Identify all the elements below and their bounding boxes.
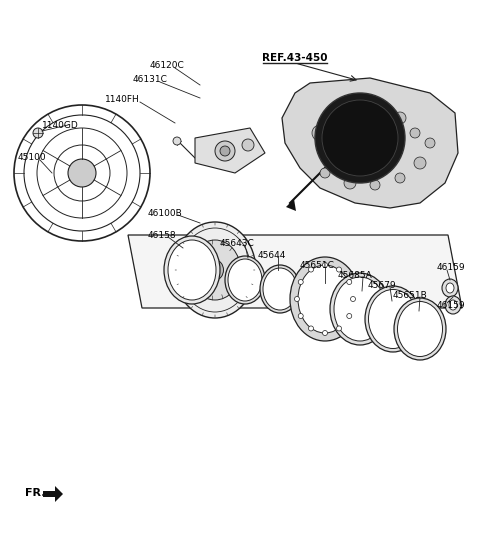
Text: 46159: 46159	[437, 263, 466, 273]
Ellipse shape	[369, 290, 418, 348]
Polygon shape	[128, 235, 462, 308]
Ellipse shape	[330, 273, 390, 345]
Ellipse shape	[298, 265, 352, 333]
Text: FR.: FR.	[25, 488, 46, 498]
Ellipse shape	[290, 257, 360, 341]
Text: 1140GD: 1140GD	[42, 121, 79, 129]
Circle shape	[425, 138, 435, 148]
Text: 45679: 45679	[368, 280, 396, 290]
Circle shape	[414, 157, 426, 169]
Ellipse shape	[446, 283, 454, 293]
Ellipse shape	[225, 256, 265, 304]
Circle shape	[395, 173, 405, 183]
Text: 46159: 46159	[437, 300, 466, 310]
Circle shape	[322, 100, 398, 176]
Ellipse shape	[442, 279, 458, 297]
Ellipse shape	[445, 296, 461, 314]
Text: 45643C: 45643C	[220, 238, 255, 248]
Circle shape	[315, 93, 405, 183]
Polygon shape	[282, 78, 458, 208]
Ellipse shape	[174, 222, 256, 318]
Circle shape	[33, 128, 43, 138]
Circle shape	[323, 263, 327, 268]
Text: 46120C: 46120C	[150, 61, 185, 70]
Circle shape	[350, 296, 356, 301]
Ellipse shape	[397, 301, 443, 357]
Ellipse shape	[190, 240, 240, 300]
Circle shape	[333, 106, 347, 120]
Polygon shape	[286, 199, 296, 211]
Text: 45100: 45100	[18, 154, 47, 163]
Polygon shape	[195, 128, 265, 173]
Ellipse shape	[449, 300, 457, 310]
Circle shape	[336, 267, 341, 272]
Polygon shape	[43, 486, 63, 502]
Circle shape	[298, 314, 303, 319]
Circle shape	[320, 168, 330, 178]
Circle shape	[309, 267, 313, 272]
Text: 45685A: 45685A	[338, 270, 373, 279]
Circle shape	[215, 141, 235, 161]
Text: 45644: 45644	[258, 251, 287, 259]
Circle shape	[312, 125, 328, 141]
Circle shape	[347, 279, 352, 284]
Circle shape	[373, 131, 387, 145]
Circle shape	[354, 117, 366, 129]
Circle shape	[370, 180, 380, 190]
Text: 45651C: 45651C	[300, 260, 335, 269]
Circle shape	[394, 112, 406, 124]
Ellipse shape	[260, 265, 300, 313]
Text: 45651B: 45651B	[393, 290, 428, 300]
Ellipse shape	[394, 298, 446, 360]
Text: 46131C: 46131C	[133, 76, 168, 85]
Circle shape	[323, 331, 327, 336]
Circle shape	[410, 128, 420, 138]
Circle shape	[344, 177, 356, 189]
Circle shape	[242, 139, 254, 151]
Text: 46158: 46158	[148, 231, 177, 239]
Text: 1140FH: 1140FH	[105, 96, 140, 105]
Circle shape	[68, 159, 96, 187]
Circle shape	[173, 137, 181, 145]
Circle shape	[336, 326, 341, 331]
Ellipse shape	[206, 260, 224, 280]
Circle shape	[298, 279, 303, 284]
Ellipse shape	[263, 268, 297, 310]
Circle shape	[220, 146, 230, 156]
Ellipse shape	[334, 277, 386, 341]
Ellipse shape	[228, 259, 262, 301]
Text: REF.43-450: REF.43-450	[262, 53, 328, 63]
Circle shape	[309, 326, 313, 331]
Ellipse shape	[365, 286, 421, 352]
Circle shape	[295, 296, 300, 301]
Text: 46100B: 46100B	[148, 208, 183, 217]
Circle shape	[347, 314, 352, 319]
Ellipse shape	[168, 240, 216, 300]
Ellipse shape	[164, 236, 220, 304]
